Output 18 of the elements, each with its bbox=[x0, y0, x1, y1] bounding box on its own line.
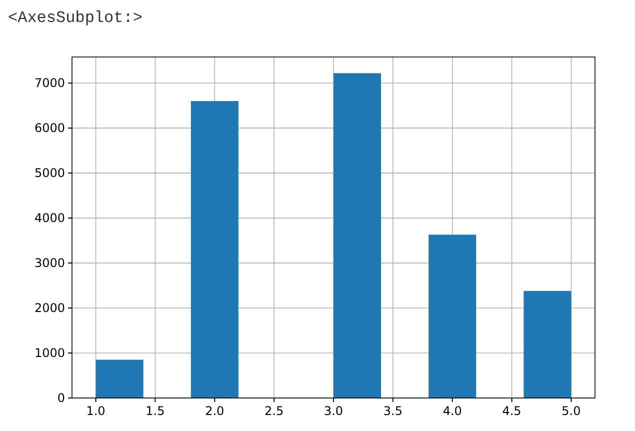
x-tick-label: 2.5 bbox=[264, 404, 284, 418]
x-tick-label: 1.5 bbox=[146, 404, 165, 418]
x-tick-label: 5.0 bbox=[562, 404, 581, 418]
y-tick-label: 0 bbox=[57, 391, 65, 405]
y-tick-label: 6000 bbox=[34, 121, 65, 136]
y-tick-label: 2000 bbox=[34, 301, 65, 316]
text: <AxesSubplot:> bbox=[8, 9, 142, 27]
x-tick-label: 2.0 bbox=[205, 404, 224, 418]
y-tick-label: 5000 bbox=[34, 166, 65, 180]
y-tick-label: 7000 bbox=[34, 76, 65, 90]
y-tick-label: 4000 bbox=[34, 211, 65, 226]
x-tick-label: 3.0 bbox=[324, 404, 344, 418]
x-tick-label: 4.5 bbox=[502, 404, 522, 418]
y-tick-label: 3000 bbox=[34, 256, 65, 270]
x-tick-label: 4.0 bbox=[442, 404, 462, 418]
x-tick-label: 1.0 bbox=[86, 404, 106, 418]
y-tick-label: 1000 bbox=[34, 346, 65, 360]
x-tick-label: 3.5 bbox=[383, 404, 402, 418]
